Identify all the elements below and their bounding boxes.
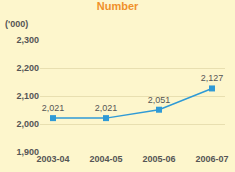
svg-text:('000): ('000) <box>5 19 28 29</box>
svg-text:Number: Number <box>97 0 139 12</box>
svg-text:2,100: 2,100 <box>16 91 39 101</box>
svg-text:2,200: 2,200 <box>16 63 39 73</box>
svg-text:2,000: 2,000 <box>16 119 39 129</box>
svg-text:2003-04: 2003-04 <box>36 154 69 164</box>
svg-text:2006-07: 2006-07 <box>195 154 228 164</box>
svg-text:2,051: 2,051 <box>148 95 171 105</box>
svg-text:2,127: 2,127 <box>201 73 224 83</box>
svg-text:1,900: 1,900 <box>16 147 39 157</box>
svg-text:2,300: 2,300 <box>16 35 39 45</box>
svg-text:2005-06: 2005-06 <box>142 154 175 164</box>
svg-text:2,021: 2,021 <box>42 103 65 113</box>
svg-text:2,021: 2,021 <box>95 103 118 113</box>
svg-text:2004-05: 2004-05 <box>89 154 122 164</box>
